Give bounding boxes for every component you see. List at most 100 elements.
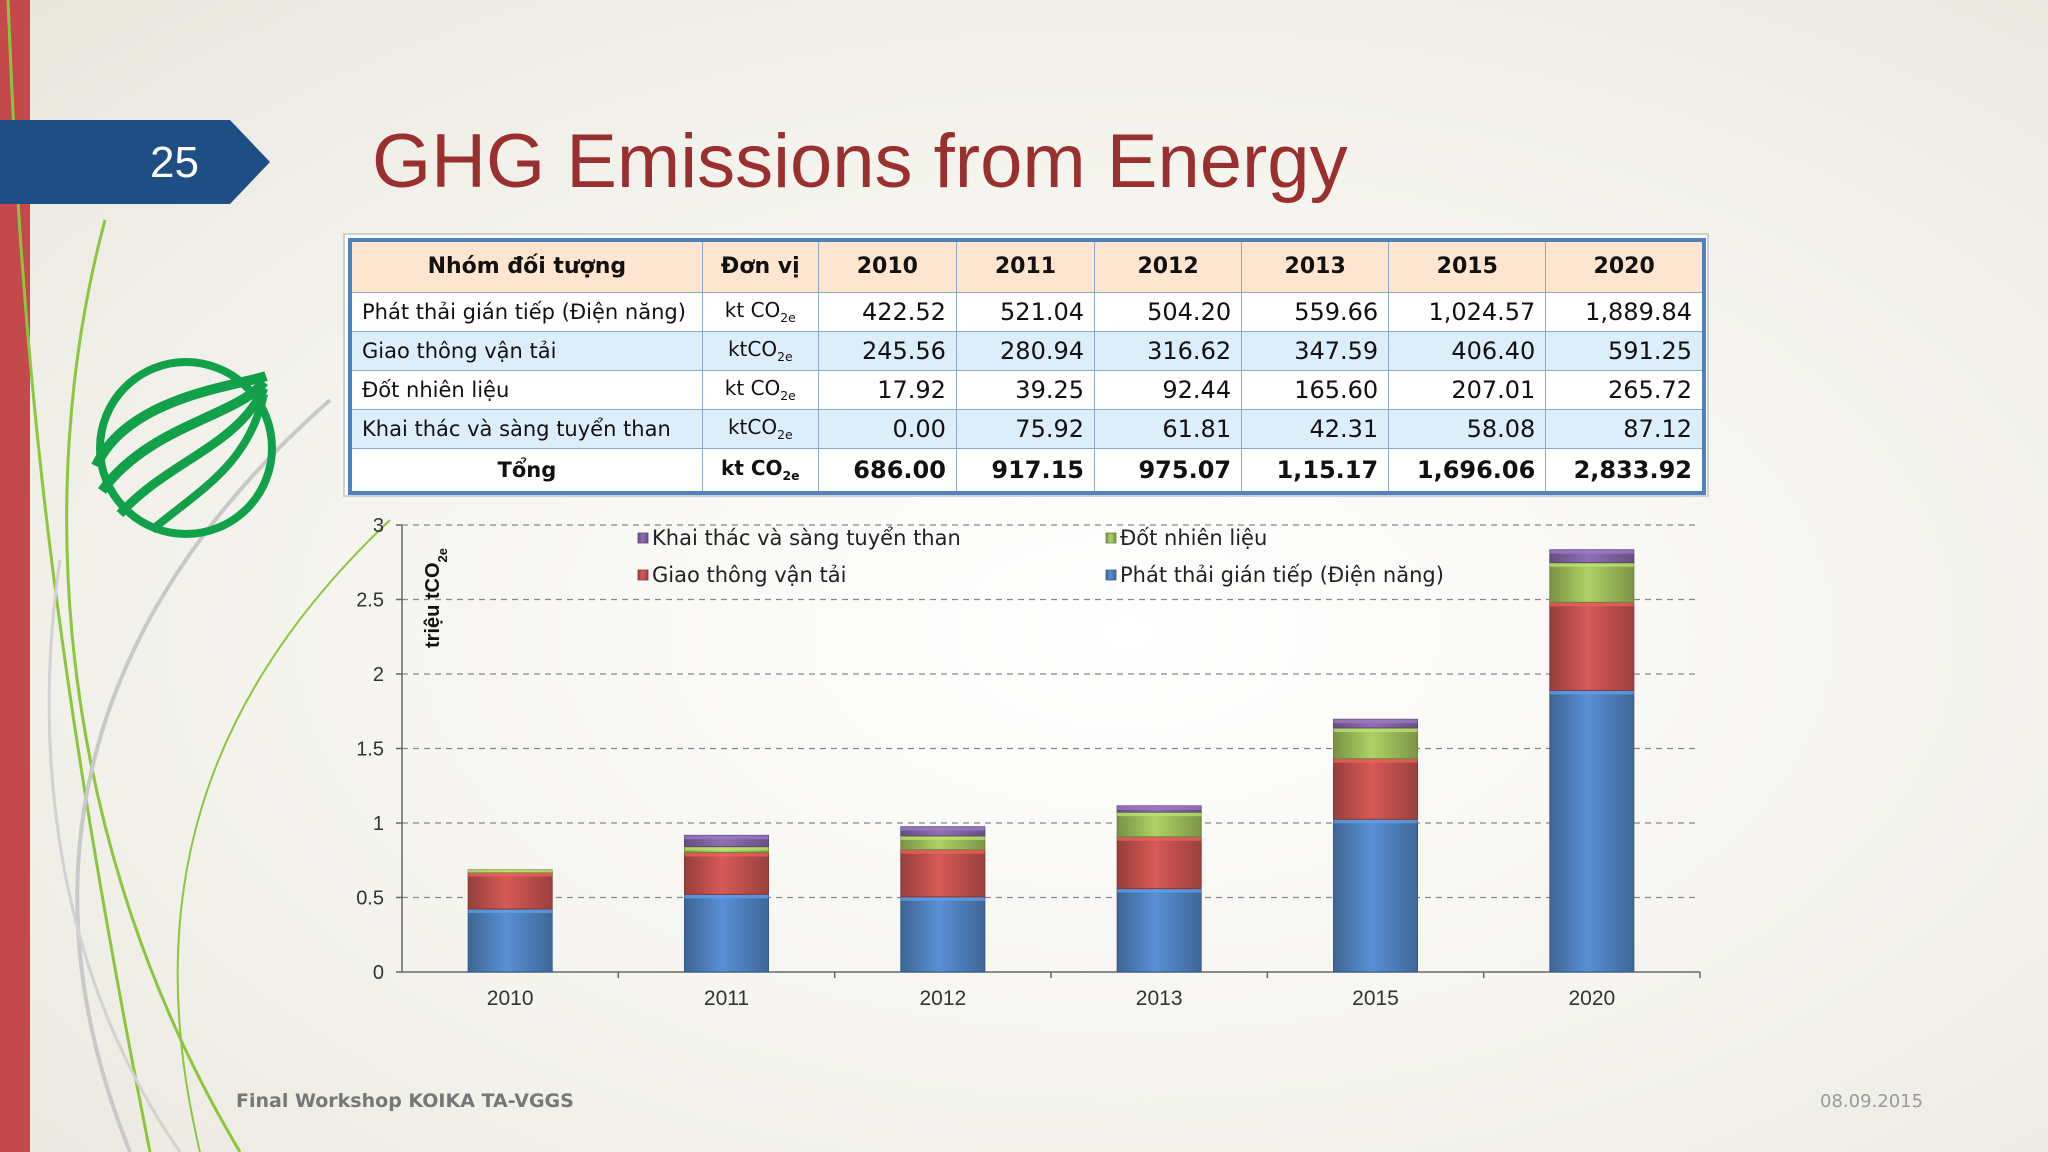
footer-date: 08.09.2015 xyxy=(1820,1091,1924,1112)
row-value: 207.01 xyxy=(1388,369,1547,410)
header-unit: Đơn vị xyxy=(701,239,819,293)
table-row: Phát thải gián tiếp (Điện năng) kt CO2e … xyxy=(349,291,1705,332)
bar-segment-bevel xyxy=(468,872,553,877)
row-unit: kt CO2e xyxy=(701,291,819,332)
row-value: 406.40 xyxy=(1388,330,1547,371)
bar-segment-bevel xyxy=(900,849,985,854)
bar-segment-bevel xyxy=(1549,602,1634,607)
bar-segment xyxy=(1333,718,1418,729)
stacked-bar-chart: 0 0.5 1 1.5 2 2.5 3 2010 2011 2012 2013 2015 2020 tri… xyxy=(356,515,1701,1010)
legend-swatch xyxy=(1105,532,1117,544)
y-axis-label: triệu tCO2e xyxy=(422,548,450,648)
row-value: 87.12 xyxy=(1545,408,1705,449)
table-row: Đốt nhiên liệu kt CO2e 17.92 39.25 92.44… xyxy=(349,369,1705,410)
row-value: 58.08 xyxy=(1388,408,1547,449)
bar-segment-bevel xyxy=(900,826,985,831)
row-group: Khai thác và sàng tuyển than xyxy=(349,408,703,449)
header-group: Nhóm đối tượng xyxy=(349,239,703,293)
x-tick-label: 2015 xyxy=(1352,987,1399,1010)
table-row: Giao thông vận tải ktCO2e 245.56 280.94 … xyxy=(349,330,1705,371)
bar-segment-bevel xyxy=(1117,836,1202,841)
x-tick-label: 2020 xyxy=(1568,987,1615,1010)
bar-segment xyxy=(1116,836,1202,890)
bar-segment-bevel xyxy=(684,852,769,857)
bar-segment-bevel xyxy=(1117,805,1202,810)
row-value: 39.25 xyxy=(955,369,1096,410)
emissions-table: Nhóm đối tượng Đơn vị 2010 2011 2012 201… xyxy=(348,238,1706,495)
header-year: 2011 xyxy=(955,239,1096,293)
row-group: Phát thải gián tiếp (Điện năng) xyxy=(349,291,703,332)
x-tick-label: 2010 xyxy=(487,987,534,1010)
x-tick-label: 2012 xyxy=(919,987,966,1010)
bar-segment xyxy=(1549,562,1635,603)
row-value: 17.92 xyxy=(817,369,957,410)
bar-segment-bevel xyxy=(684,894,769,899)
row-value: 75.92 xyxy=(955,408,1096,449)
y-tick-label: 0 xyxy=(373,962,384,984)
row-value: 265.72 xyxy=(1545,369,1705,410)
legend-entry: Đốt nhiên liệu xyxy=(1120,526,1267,550)
header-year: 2013 xyxy=(1241,239,1390,293)
y-tick-label: 1.5 xyxy=(356,739,384,761)
table-total-row: Tổng kt CO2e 686.00 917.15 975.07 1,15.1… xyxy=(349,447,1705,493)
y-tick-label: 1 xyxy=(373,813,384,835)
bar-segment xyxy=(467,871,553,910)
row-unit: ktCO2e xyxy=(701,330,819,371)
legend-swatch xyxy=(637,569,649,581)
row-value: 521.04 xyxy=(955,291,1096,332)
row-value: 422.52 xyxy=(817,291,957,332)
bar-segment-bevel xyxy=(1333,719,1418,724)
row-value: 245.56 xyxy=(817,330,957,371)
table-row: Khai thác và sàng tuyển than ktCO2e 0.00… xyxy=(349,408,1705,449)
row-unit: kt CO2e xyxy=(701,369,819,410)
row-unit: ktCO2e xyxy=(701,408,819,449)
y-tick-label: 2.5 xyxy=(356,590,384,612)
legend-entry: Khai thác và sàng tuyển than xyxy=(652,526,961,550)
bar-segment xyxy=(1549,689,1635,973)
y-tick-label: 2 xyxy=(373,664,384,686)
bar-segment xyxy=(900,896,986,973)
slide-number: 25 xyxy=(150,138,199,187)
bar-segment-bevel xyxy=(1117,888,1202,893)
bar-segment xyxy=(1333,818,1418,973)
slide-number-tab xyxy=(0,120,270,204)
legend-swatch xyxy=(637,532,649,544)
bar-segment xyxy=(1116,811,1202,838)
bar-segment-bevel xyxy=(900,896,985,901)
bar-segment-bevel xyxy=(468,909,553,914)
total-value: 1,696.06 xyxy=(1388,447,1547,493)
organization-logo xyxy=(91,358,276,538)
row-value: 591.25 xyxy=(1545,330,1705,371)
row-group: Đốt nhiên liệu xyxy=(349,369,703,410)
row-value: 504.20 xyxy=(1094,291,1243,332)
header-year: 2010 xyxy=(817,239,957,293)
bar-segment xyxy=(684,893,769,973)
bar-segment xyxy=(684,852,769,895)
row-group: Giao thông vận tải xyxy=(349,330,703,371)
bar-segment-bevel xyxy=(1549,562,1634,567)
table-header-row: Nhóm đối tượng Đơn vị 2010 2011 2012 201… xyxy=(349,239,1705,293)
y-tick-label: 0.5 xyxy=(356,888,384,910)
bar-segment-bevel xyxy=(1549,690,1634,695)
row-value: 42.31 xyxy=(1241,408,1390,449)
legend-swatch xyxy=(1105,569,1117,581)
bar-segment-bevel xyxy=(1333,758,1418,763)
bar-segment xyxy=(1549,601,1635,691)
row-value: 61.81 xyxy=(1094,408,1243,449)
bar-segment xyxy=(900,849,986,898)
row-value: 1,024.57 xyxy=(1388,291,1547,332)
legend-entry: Giao thông vận tải xyxy=(652,563,846,587)
row-value: 280.94 xyxy=(955,330,1096,371)
x-tick-label: 2011 xyxy=(704,987,749,1010)
bar-segment-bevel xyxy=(1549,549,1634,554)
row-value: 165.60 xyxy=(1241,369,1390,410)
bar-segment-bevel xyxy=(468,869,553,873)
legend-entry: Phát thải gián tiếp (Điện năng) xyxy=(1120,563,1444,587)
bar-segment-bevel xyxy=(1117,812,1202,817)
footer-event: Final Workshop KOIKA TA-VGGS xyxy=(236,1090,574,1112)
total-unit: kt CO2e xyxy=(701,447,819,493)
bar-segment-bevel xyxy=(1333,819,1418,824)
total-value: 975.07 xyxy=(1094,447,1243,493)
bar-segment-bevel xyxy=(684,846,769,851)
bar-segment xyxy=(684,834,769,848)
